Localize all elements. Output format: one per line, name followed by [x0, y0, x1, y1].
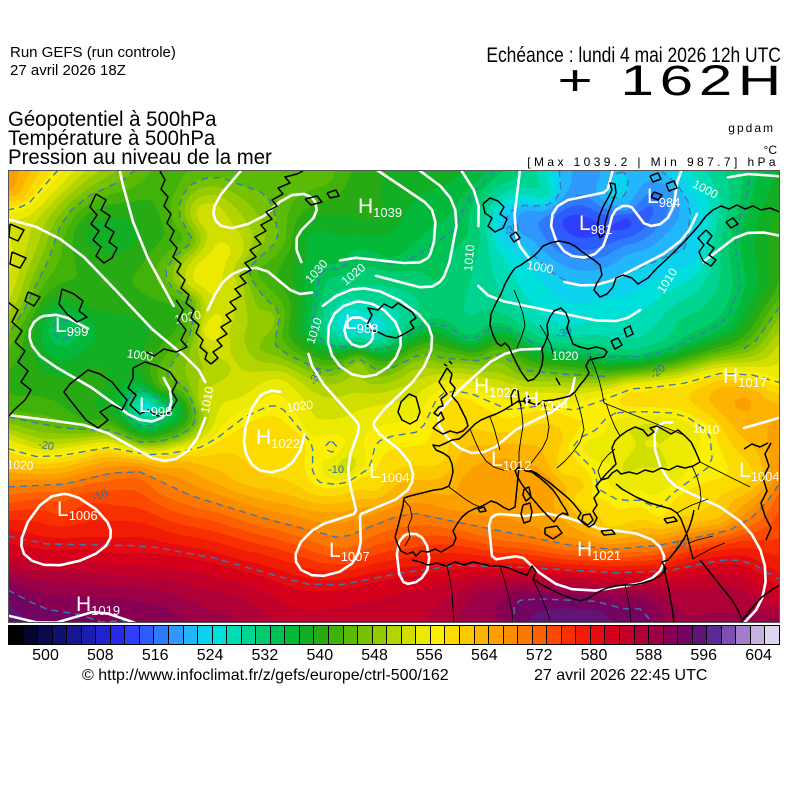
svg-text:1020: 1020	[552, 349, 579, 363]
svg-text:1010: 1010	[461, 244, 477, 272]
svg-text:-10: -10	[328, 464, 344, 476]
svg-text:-30: -30	[554, 325, 573, 342]
svg-text:-30: -30	[308, 367, 325, 386]
svg-text:H1019: H1019	[76, 593, 120, 618]
svg-text:-20: -20	[37, 439, 55, 454]
svg-text:1000: 1000	[526, 258, 555, 276]
svg-text:1010: 1010	[198, 385, 216, 414]
svg-text:1020: 1020	[286, 397, 315, 415]
svg-text:1000: 1000	[126, 346, 155, 364]
svg-text:1020: 1020	[8, 457, 34, 473]
svg-text:1010: 1010	[692, 421, 720, 437]
